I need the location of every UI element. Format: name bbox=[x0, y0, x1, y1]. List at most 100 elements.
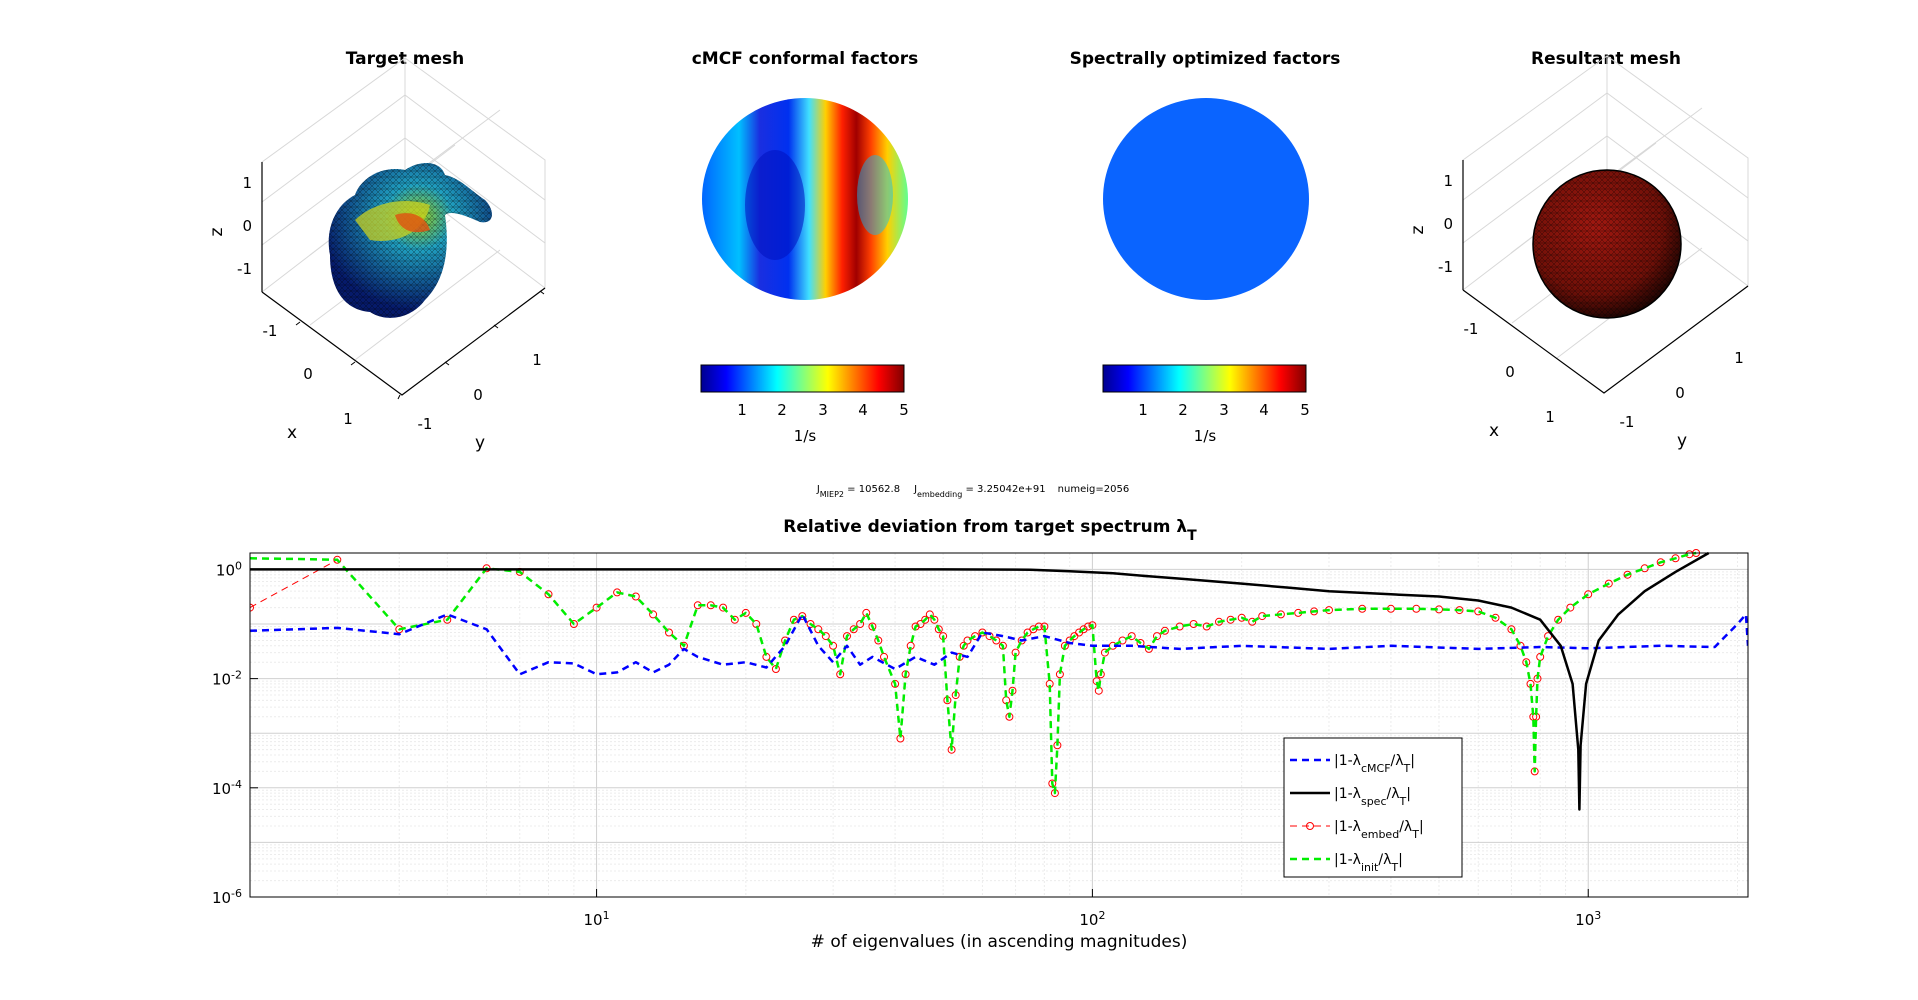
cmcf-cbar-tick-5: 5 bbox=[899, 401, 909, 419]
j-miep2-value: = 10562.8 bbox=[844, 484, 900, 495]
series-marker bbox=[1248, 617, 1257, 626]
x-tick-label: 103 bbox=[1575, 909, 1601, 930]
target-ztick-neg1: -1 bbox=[237, 260, 252, 278]
series-marker bbox=[891, 679, 900, 688]
series-line bbox=[250, 551, 1697, 795]
result-xtick-1: 1 bbox=[1545, 408, 1555, 426]
series-line bbox=[250, 551, 1710, 811]
series-line bbox=[250, 613, 1748, 676]
series-marker bbox=[934, 625, 943, 634]
spectral-cbar-tick-4: 4 bbox=[1259, 401, 1269, 419]
target-xtick-1: 1 bbox=[343, 410, 353, 428]
legend-label: |1-λspec/λT| bbox=[1334, 786, 1411, 808]
stats-line: JMIEP2 = 10562.8 Jembedding = 3.25042e+91… bbox=[816, 484, 1129, 499]
legend-label: |1-λembed/λT| bbox=[1334, 819, 1424, 841]
resultant-mesh-sphere bbox=[1532, 169, 1682, 319]
series-marker bbox=[1127, 632, 1136, 641]
j-embed-label: J bbox=[913, 484, 917, 495]
spectral-title: Spectrally optimized factors bbox=[1070, 49, 1341, 69]
y-tick-label: 100 bbox=[216, 559, 242, 580]
j-miep2-label: J bbox=[816, 484, 820, 495]
series-marker bbox=[1516, 641, 1525, 650]
series-marker bbox=[916, 620, 925, 628]
legend-marker bbox=[1306, 822, 1314, 830]
x-tick-labels: 101 102 103 bbox=[584, 889, 1601, 930]
series-marker bbox=[1507, 625, 1516, 634]
series-marker bbox=[1144, 644, 1153, 653]
spectral-sphere bbox=[1103, 98, 1309, 300]
series-marker bbox=[921, 615, 930, 624]
series-marker bbox=[874, 636, 883, 645]
result-xtick-neg1: -1 bbox=[1464, 320, 1479, 338]
series-marker bbox=[992, 636, 1001, 645]
y-tick-label: 10-6 bbox=[212, 887, 242, 908]
series-marker bbox=[592, 603, 601, 612]
target-xtick-neg1: -1 bbox=[263, 322, 278, 340]
j-miep2-sub: MIEP2 bbox=[820, 490, 844, 499]
series-marker bbox=[719, 603, 728, 612]
result-ztick-neg1: -1 bbox=[1438, 258, 1453, 276]
series-marker bbox=[789, 615, 798, 624]
x-axis-label: # of eigenvalues (in ascending magnitude… bbox=[811, 932, 1188, 952]
series-marker bbox=[829, 641, 838, 650]
result-ytick-1: 1 bbox=[1734, 349, 1744, 367]
target-xlabel: x bbox=[287, 423, 297, 443]
result-zlabel: z bbox=[1408, 225, 1428, 234]
y-tick-labels: 100 10-2 10-4 10-6 bbox=[212, 559, 258, 907]
series-marker bbox=[1034, 622, 1043, 631]
target-ztick-1: 1 bbox=[242, 174, 252, 192]
target-xtick-0: 0 bbox=[303, 365, 313, 383]
series-marker bbox=[1153, 632, 1161, 641]
x-tick-label: 101 bbox=[584, 909, 610, 930]
result-xlabel: x bbox=[1489, 421, 1499, 441]
series-marker bbox=[930, 615, 939, 624]
spectral-cbar-tick-5: 5 bbox=[1300, 401, 1310, 419]
series-marker bbox=[1604, 579, 1613, 588]
cmcf-title: cMCF conformal factors bbox=[692, 49, 919, 69]
numeig: numeig=2056 bbox=[1058, 484, 1130, 495]
spectral-cbar-label: 1/s bbox=[1194, 427, 1217, 445]
series-marker bbox=[741, 608, 750, 617]
series-marker bbox=[1554, 615, 1563, 624]
series-marker bbox=[569, 620, 578, 628]
series-marker bbox=[1079, 625, 1088, 634]
resultant-mesh-axes: 1 0 -1 -1 0 1 -1 0 1 z x y bbox=[1408, 55, 1749, 451]
series-marker bbox=[814, 625, 823, 634]
spectral-cbar-tick-3: 3 bbox=[1219, 401, 1229, 419]
plot-series bbox=[250, 549, 1748, 811]
series-marker bbox=[544, 590, 553, 599]
series-marker bbox=[806, 620, 815, 628]
cmcf-cbar-tick-3: 3 bbox=[818, 401, 828, 419]
x-tick-label: 102 bbox=[1079, 909, 1105, 930]
series-marker bbox=[856, 620, 865, 628]
series-marker bbox=[963, 636, 972, 645]
series-marker bbox=[821, 632, 830, 641]
target-ytick-1: 1 bbox=[532, 351, 542, 369]
target-ylabel: y bbox=[475, 433, 485, 453]
series-marker bbox=[1160, 626, 1169, 635]
result-ylabel: y bbox=[1677, 431, 1687, 451]
result-ztick-0: 0 bbox=[1443, 215, 1453, 233]
result-xtick-0: 0 bbox=[1505, 363, 1515, 381]
series-marker bbox=[1100, 648, 1109, 657]
series-marker bbox=[868, 622, 877, 631]
series-marker bbox=[971, 632, 980, 641]
series-marker bbox=[925, 610, 934, 619]
target-mesh-surface bbox=[328, 163, 492, 318]
series-marker bbox=[649, 610, 658, 619]
series-marker bbox=[333, 555, 342, 564]
series-marker bbox=[443, 615, 452, 624]
series-marker bbox=[250, 603, 254, 612]
result-ztick-1: 1 bbox=[1443, 172, 1453, 190]
cmcf-cbar-label: 1/s bbox=[794, 427, 817, 445]
target-ytick-neg1: -1 bbox=[418, 415, 433, 433]
series-marker bbox=[1118, 636, 1127, 645]
cmcf-sphere bbox=[702, 98, 908, 300]
resultant-mesh-title: Resultant mesh bbox=[1531, 49, 1681, 69]
legend-label: |1-λcMCF/λT| bbox=[1334, 753, 1415, 775]
cmcf-cbar-tick-2: 2 bbox=[777, 401, 787, 419]
series-marker bbox=[1566, 603, 1575, 612]
result-ytick-0: 0 bbox=[1675, 384, 1685, 402]
target-ytick-0: 0 bbox=[473, 386, 483, 404]
